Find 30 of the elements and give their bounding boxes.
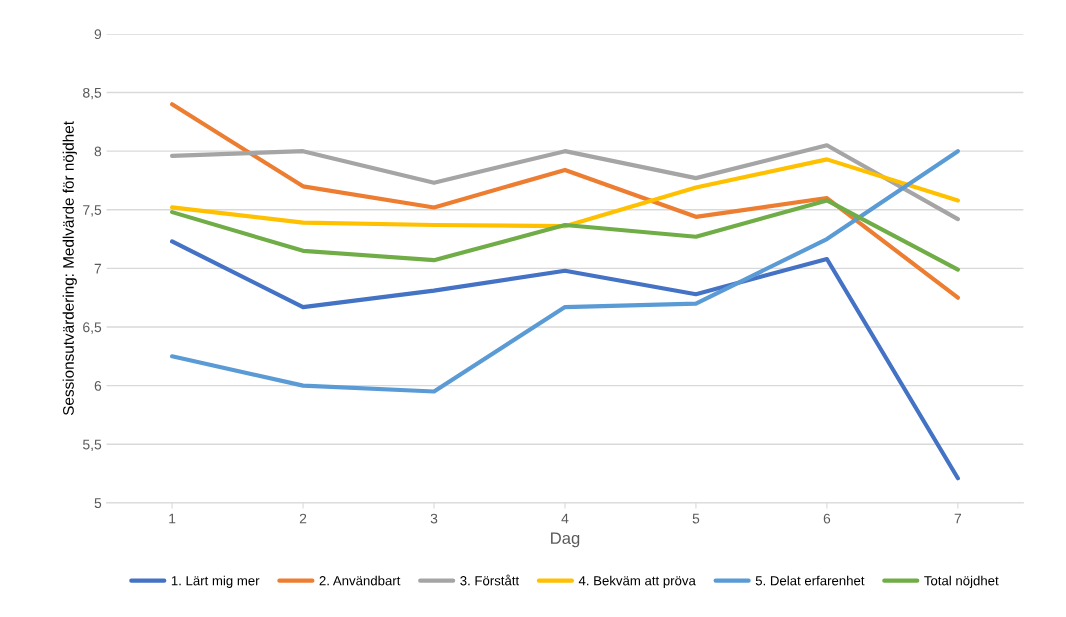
x-tick-label: 3 xyxy=(430,513,438,524)
y-tick-label: 9 xyxy=(94,29,102,40)
x-tick-label: 1 xyxy=(169,513,176,524)
legend-label: Total nöjdhet xyxy=(924,575,999,588)
legend-label: 4. Bekväm att pröva xyxy=(578,575,696,588)
x-tick-label: 7 xyxy=(954,513,962,524)
y-tick-label: 8 xyxy=(94,146,102,157)
line-series xyxy=(169,102,960,300)
y-tick-label: 5,5 xyxy=(82,439,102,452)
line-series xyxy=(169,239,960,481)
y-tick-label: 7 xyxy=(94,263,102,274)
y-tick-label: 8,5 xyxy=(83,87,102,100)
x-tick-label: 2 xyxy=(299,513,307,524)
legend-label: 5. Delat erfarenhet xyxy=(755,575,865,586)
y-tick-label: 5 xyxy=(94,498,102,509)
x-tick-label: 6 xyxy=(823,513,831,524)
line-series xyxy=(169,198,960,272)
y-tick-label: 7,5 xyxy=(83,205,102,217)
line-series xyxy=(169,149,960,394)
line-series xyxy=(169,157,960,229)
x-axis-title: Dag xyxy=(551,532,580,548)
line-series xyxy=(169,143,960,222)
legend-label: 1. Lärt mig mer xyxy=(171,575,260,588)
y-tick-label: 6,5 xyxy=(83,322,102,334)
legend-label: 2. Användbart xyxy=(319,575,401,586)
x-tick-label: 5 xyxy=(692,513,700,524)
y-tick-label: 6 xyxy=(94,380,102,391)
y-axis-title: Sessionsutvärdering: Medlvärde för nöjdhet xyxy=(62,121,77,416)
legend-label: 3. Förstått xyxy=(460,574,520,586)
x-tick-label: 4 xyxy=(561,513,569,524)
